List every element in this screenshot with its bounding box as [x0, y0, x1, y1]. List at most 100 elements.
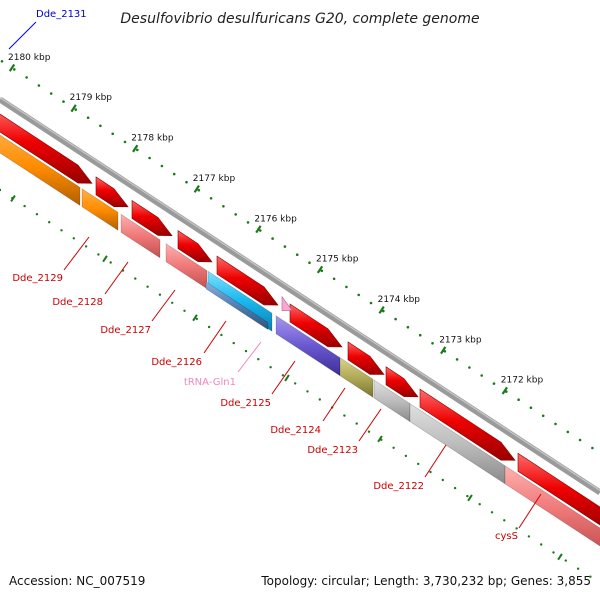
feature-bar-dde2124 — [339, 357, 374, 398]
gene-leader-line — [424, 444, 447, 478]
gene-arrow-cyss — [517, 452, 600, 526]
inner-guide-dot — [453, 486, 457, 490]
inner-guide-dot — [158, 293, 162, 296]
gene-leader-line — [518, 493, 542, 529]
inner-guide-dot — [540, 543, 543, 546]
scale-minor-tick — [431, 342, 434, 345]
gene-arrow-dde2126 — [177, 230, 213, 263]
gene-label-dde2128[interactable]: Dde_2128 — [52, 297, 103, 308]
scale-major-tick — [8, 63, 16, 72]
scale-minor-tick — [185, 180, 188, 184]
gene-leader-line — [358, 408, 382, 442]
inner-guide-dot — [244, 349, 248, 353]
gene-arrow-dde2126b — [216, 255, 279, 306]
gene-label-dde2124[interactable]: Dde_2124 — [270, 425, 321, 436]
scale-tick-label: 2180 kbp — [8, 53, 51, 63]
scale-minor-tick — [283, 245, 287, 248]
scale-tick-label: 2175 kbp — [316, 255, 359, 265]
inner-guide-dot — [60, 229, 63, 232]
scale-major-tick — [193, 184, 200, 193]
inner-guide-dot — [478, 503, 481, 506]
scale-minor-tick — [246, 221, 250, 224]
inner-guide-dot — [294, 382, 297, 385]
gene-label-cyss[interactable]: cysS — [495, 531, 518, 542]
inner-guide-tick — [102, 255, 108, 263]
inner-guide-dot — [490, 511, 494, 514]
feature-bar-dde2126-steel — [205, 281, 269, 331]
inner-guide-dot — [576, 567, 580, 570]
inner-guide-tick — [557, 553, 563, 561]
inner-guide-dot — [404, 454, 408, 458]
gene-leader-line — [237, 341, 262, 373]
gene-label-dde2125[interactable]: Dde_2125 — [220, 398, 271, 409]
inner-guide-dot — [183, 309, 186, 312]
gene-leader-line — [203, 320, 227, 354]
inner-guide-dot — [564, 559, 567, 562]
gene-label-dde2129[interactable]: Dde_2129 — [12, 273, 63, 284]
inner-guide-dot — [0, 188, 2, 192]
inner-guide-tick — [284, 374, 290, 382]
scale-minor-tick — [468, 366, 471, 369]
gene-label-dde2122[interactable]: Dde_2122 — [373, 481, 424, 492]
inner-guide-dot — [269, 366, 272, 369]
scale-major-tick — [255, 225, 262, 234]
scale-minor-tick — [406, 325, 410, 329]
inner-guide-tick — [10, 195, 16, 202]
feature-bar-dde2129 — [0, 134, 81, 206]
scale-tick-label: 2172 kbp — [501, 376, 544, 386]
scale-tick-label: 2177 kbp — [193, 174, 236, 184]
scale-major-tick — [501, 386, 508, 395]
scale-minor-tick — [74, 108, 78, 111]
scale-minor-tick — [99, 124, 102, 128]
scale-minor-tick — [172, 172, 176, 176]
scale-minor-tick — [382, 309, 385, 313]
gene-features — [0, 113, 600, 547]
scale-tick-label: 2176 kbp — [254, 214, 297, 224]
scale-minor-tick — [25, 76, 28, 79]
scale-minor-tick — [37, 84, 41, 87]
scale-minor-tick — [308, 261, 311, 265]
inner-guide-dot — [515, 527, 518, 530]
scale-major-tick — [70, 104, 77, 113]
scale-minor-tick — [0, 60, 4, 63]
scale-minor-tick — [455, 358, 459, 361]
inner-guide-dot — [318, 398, 321, 401]
scale-minor-tick — [578, 438, 582, 442]
scale-major-tick — [440, 346, 447, 355]
accession-label: Accession: NC_007519 — [9, 574, 146, 588]
inner-guide-tick — [467, 494, 473, 502]
inner-guide-dot — [552, 551, 555, 554]
gene-arrow-dde2127 — [131, 199, 173, 237]
scale-minor-tick — [369, 301, 373, 305]
trna-marker — [281, 295, 293, 312]
scale-minor-tick — [517, 398, 520, 402]
gene-label-dde2123[interactable]: Dde_2123 — [307, 445, 358, 456]
scale-tick-label: 2178 kbp — [131, 134, 174, 144]
scale-minor-tick — [271, 237, 274, 240]
feature-bar-cyss — [504, 465, 600, 547]
inner-guide-dot — [429, 470, 432, 474]
gene-leader-line — [151, 289, 176, 322]
inner-guide-dot — [589, 575, 592, 578]
gene-label-dde2127[interactable]: Dde_2127 — [100, 325, 151, 336]
scale-minor-tick — [418, 333, 422, 337]
scale-minor-tick — [394, 317, 397, 321]
scale-minor-tick — [332, 277, 336, 281]
scale-minor-tick — [13, 68, 16, 71]
inner-guide-tick — [377, 435, 383, 443]
gene-label-dde2131[interactable]: Dde_2131 — [36, 9, 87, 20]
scale-minor-tick — [492, 382, 496, 385]
map-title: Desulfovibrio desulfuricans G20, complet… — [120, 11, 479, 27]
topology-label: Topology: circular; Length: 3,730,232 bp… — [261, 574, 591, 588]
scale-minor-tick — [111, 132, 114, 136]
inner-guide-dot — [97, 253, 100, 256]
gene-label-dde2126[interactable]: Dde_2126 — [151, 357, 202, 368]
scale-minor-tick — [541, 414, 545, 418]
scale-minor-tick — [234, 213, 237, 216]
feature-bar-dde2127 — [120, 213, 161, 259]
gene-leader-line — [322, 387, 346, 422]
inner-guide-dot — [441, 478, 444, 482]
gene-arrow-dde2123 — [385, 366, 419, 398]
gene-label-trnagln1[interactable]: tRNA-Gln1 — [184, 377, 236, 388]
inner-guide-dot — [84, 245, 88, 248]
